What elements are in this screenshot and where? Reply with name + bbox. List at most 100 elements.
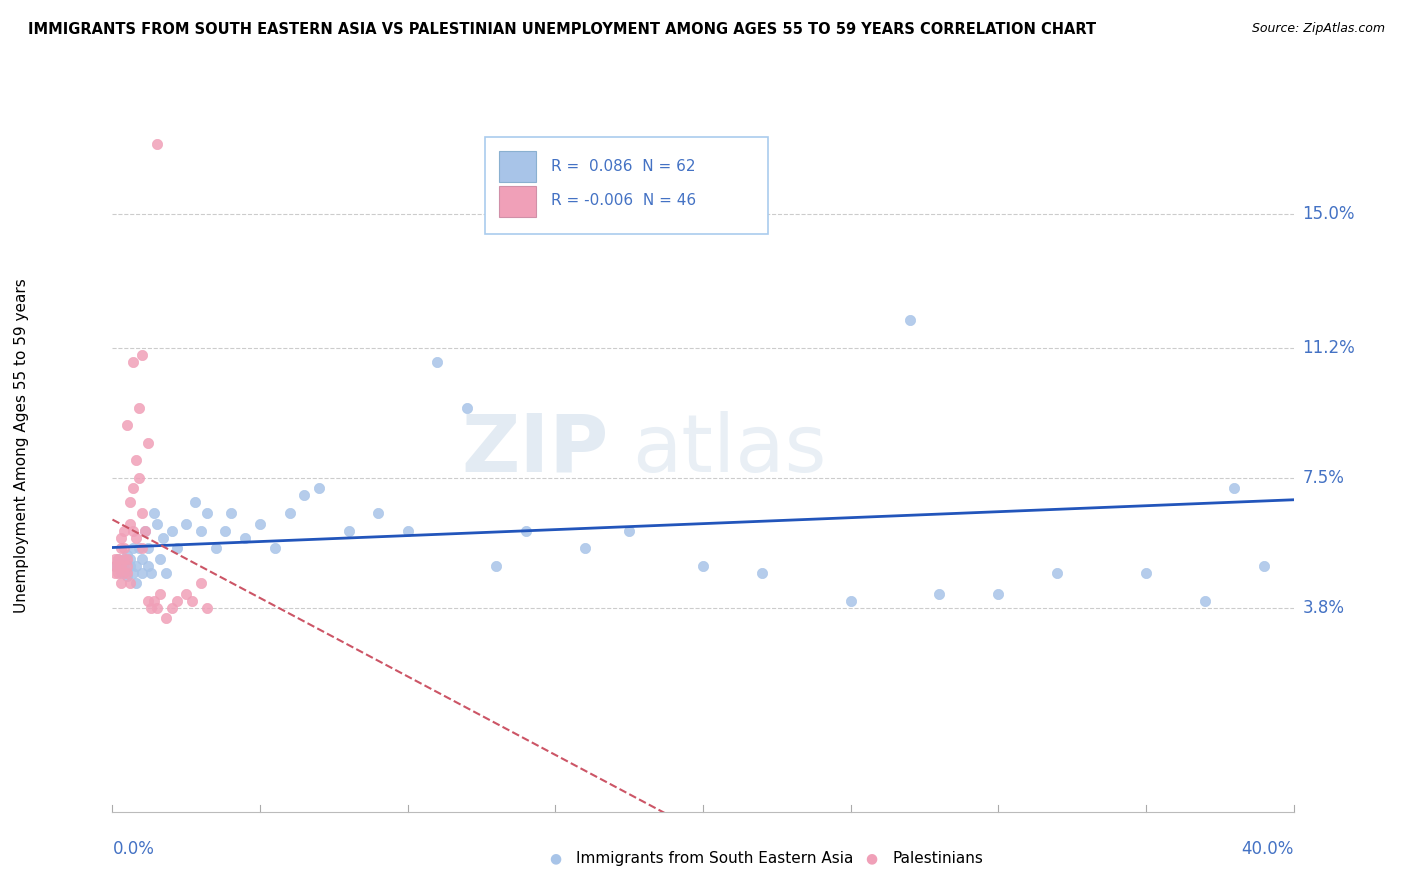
Point	[131, 551, 153, 566]
Point	[107, 566, 129, 580]
Point	[426, 355, 449, 369]
Point	[128, 541, 150, 556]
Point	[219, 506, 242, 520]
Point	[112, 551, 135, 566]
Point	[117, 569, 138, 583]
Point	[136, 541, 159, 556]
Point	[112, 555, 135, 569]
Point	[166, 594, 188, 608]
Point	[120, 516, 142, 531]
Point	[456, 401, 478, 415]
Point	[128, 401, 150, 415]
Point	[1223, 482, 1246, 496]
Point	[122, 541, 145, 556]
Point	[205, 541, 228, 556]
Point	[131, 348, 153, 362]
Text: 15.0%: 15.0%	[1302, 205, 1355, 223]
Point	[139, 566, 162, 580]
Point	[149, 551, 172, 566]
Point	[264, 541, 287, 556]
Point	[190, 576, 212, 591]
FancyBboxPatch shape	[485, 136, 768, 235]
Point	[190, 524, 212, 538]
Point	[104, 558, 127, 573]
Point	[146, 516, 169, 531]
Text: Palestinians: Palestinians	[893, 851, 984, 865]
Point	[107, 558, 129, 573]
Point	[125, 576, 148, 591]
Point	[839, 594, 862, 608]
Point	[485, 558, 508, 573]
Text: Unemployment Among Ages 55 to 59 years: Unemployment Among Ages 55 to 59 years	[14, 278, 28, 614]
Point	[166, 541, 188, 556]
Point	[104, 551, 127, 566]
Point	[149, 587, 172, 601]
Point	[308, 482, 330, 496]
Point	[152, 531, 174, 545]
Point	[110, 576, 132, 591]
Point	[122, 566, 145, 580]
Point	[110, 558, 132, 573]
Point	[107, 551, 129, 566]
Point	[110, 531, 132, 545]
Point	[134, 524, 156, 538]
Point	[233, 531, 256, 545]
Point	[125, 531, 148, 545]
Point	[146, 137, 169, 152]
Point	[1194, 594, 1216, 608]
Point	[131, 566, 153, 580]
Point	[104, 558, 127, 573]
Text: R =  0.086  N = 62: R = 0.086 N = 62	[551, 159, 695, 174]
Point	[112, 524, 135, 538]
Point	[278, 506, 301, 520]
Point	[122, 355, 145, 369]
Point	[160, 601, 183, 615]
Point	[337, 524, 360, 538]
Point	[117, 418, 138, 433]
FancyBboxPatch shape	[499, 151, 537, 182]
Point	[117, 548, 138, 562]
Point	[120, 551, 142, 566]
Point	[515, 524, 537, 538]
Text: 0.0%: 0.0%	[112, 840, 155, 858]
Point	[112, 566, 135, 580]
Point	[107, 551, 129, 566]
Text: Immigrants from South Eastern Asia: Immigrants from South Eastern Asia	[576, 851, 853, 865]
Point	[112, 562, 135, 576]
Point	[160, 524, 183, 538]
Point	[1046, 566, 1069, 580]
Point	[195, 601, 218, 615]
Point	[104, 566, 127, 580]
Point	[174, 516, 197, 531]
Point	[134, 524, 156, 538]
Point	[987, 587, 1010, 601]
Point	[142, 594, 165, 608]
Point	[120, 558, 142, 573]
Point	[367, 506, 389, 520]
Text: ●: ●	[550, 851, 561, 865]
Point	[1135, 566, 1157, 580]
Point	[128, 471, 150, 485]
Point	[155, 566, 177, 580]
Text: IMMIGRANTS FROM SOUTH EASTERN ASIA VS PALESTINIAN UNEMPLOYMENT AMONG AGES 55 TO : IMMIGRANTS FROM SOUTH EASTERN ASIA VS PA…	[28, 22, 1097, 37]
Point	[112, 541, 135, 556]
Point	[136, 558, 159, 573]
Text: ZIP: ZIP	[461, 411, 609, 489]
Point	[396, 524, 419, 538]
Point	[751, 566, 773, 580]
Point	[195, 506, 218, 520]
Point	[692, 558, 714, 573]
Point	[155, 611, 177, 625]
Point	[136, 435, 159, 450]
Text: R = -0.006  N = 46: R = -0.006 N = 46	[551, 194, 696, 209]
Point	[131, 541, 153, 556]
Point	[120, 576, 142, 591]
Point	[146, 601, 169, 615]
Point	[131, 506, 153, 520]
Point	[110, 541, 132, 556]
Point	[184, 495, 207, 509]
Point	[214, 524, 236, 538]
Point	[120, 495, 142, 509]
Text: Source: ZipAtlas.com: Source: ZipAtlas.com	[1251, 22, 1385, 36]
Point	[1253, 558, 1275, 573]
